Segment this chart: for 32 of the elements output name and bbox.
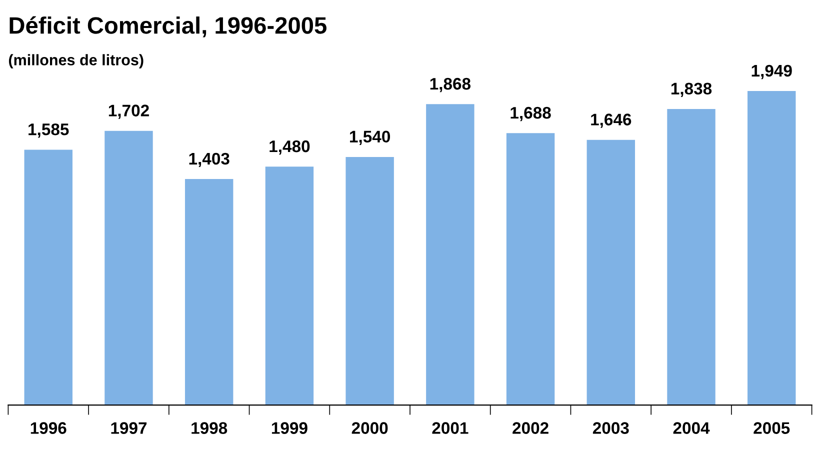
- x-tick-label: 1999: [272, 422, 308, 434]
- x-tick-label: 2003: [592, 422, 629, 434]
- data-label: 1,702: [108, 104, 149, 119]
- bar: [667, 108, 716, 406]
- data-label: 1,838: [671, 82, 712, 97]
- data-label: 1,480: [270, 140, 310, 155]
- chart-title: Déficit Comercial, 1996-2005: [10, 16, 326, 38]
- bar: [265, 166, 314, 406]
- x-tick-label: 2001: [432, 422, 468, 434]
- data-label: 1,585: [28, 123, 69, 138]
- bar: [104, 130, 153, 406]
- x-tick-label: 2000: [352, 422, 388, 434]
- bar: [346, 156, 394, 406]
- x-tick-label: 1998: [192, 422, 228, 434]
- data-label: 1,688: [510, 106, 551, 122]
- x-tick-label: 2005: [754, 422, 790, 434]
- x-tick-label: 1996: [30, 422, 66, 434]
- bar: [24, 150, 72, 406]
- x-tick-label: 2004: [673, 422, 710, 434]
- data-label: 1,646: [591, 114, 632, 128]
- data-label: 1,868: [430, 78, 471, 92]
- x-tick-label: 1997: [111, 422, 147, 434]
- data-label: 1,949: [752, 64, 792, 80]
- bar: [748, 91, 796, 406]
- data-label: 1,403: [189, 152, 230, 168]
- bar: [184, 179, 234, 406]
- bar: [586, 140, 636, 406]
- bar: [426, 104, 474, 406]
- bar: [506, 133, 555, 406]
- x-tick-label: 2002: [512, 422, 548, 434]
- data-label: 1,540: [350, 130, 390, 145]
- chart-subtitle: (millones de litros): [8, 54, 144, 68]
